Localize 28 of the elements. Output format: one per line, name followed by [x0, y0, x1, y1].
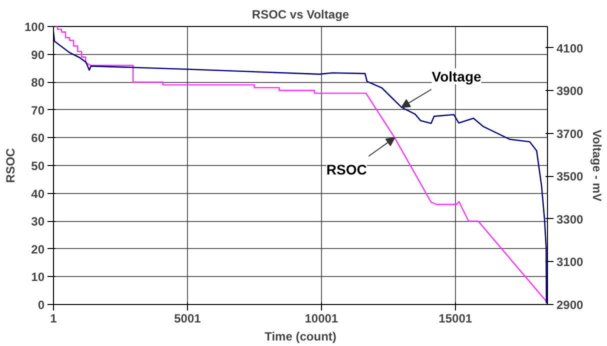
x-tick-label: 15001	[438, 312, 472, 326]
y-tick-label: 40	[31, 186, 45, 201]
y-tick-label: 90	[31, 48, 45, 62]
y-tick-label: 80	[31, 76, 45, 90]
y-tick-label: 100	[24, 20, 45, 34]
y-axis-title: RSOC	[3, 148, 18, 183]
y-tick-label: 30	[31, 214, 45, 229]
y-tick-label: 70	[31, 103, 45, 118]
y2-tick-label: 3900	[556, 84, 584, 98]
y2-tick-label: 3700	[556, 126, 584, 141]
y2-tick-label: 3300	[556, 212, 584, 226]
y2-axis-title: Voltage - mV	[590, 130, 604, 202]
y2-tick-label: 3500	[556, 170, 584, 184]
y-tick-label: 20	[31, 242, 45, 256]
x-tick-label: 1	[50, 312, 58, 326]
text: Voltage	[432, 68, 482, 84]
y-tick-label: 0	[38, 298, 45, 312]
chart-title: RSOC vs Voltage	[252, 8, 350, 22]
x-tick-label: 10001	[304, 312, 338, 326]
y-tick-label: 50	[31, 159, 45, 173]
y2-tick-label: 2900	[556, 298, 584, 312]
text: RSOC	[326, 162, 367, 178]
y2-tick-label: 3100	[556, 255, 584, 270]
y-tick-label: 60	[31, 131, 45, 146]
x-axis-title: Time (count)	[264, 330, 336, 344]
y-tick-label: 10	[31, 270, 45, 284]
x-tick-label: 5001	[174, 312, 202, 326]
y2-tick-label: 4100	[556, 41, 584, 56]
